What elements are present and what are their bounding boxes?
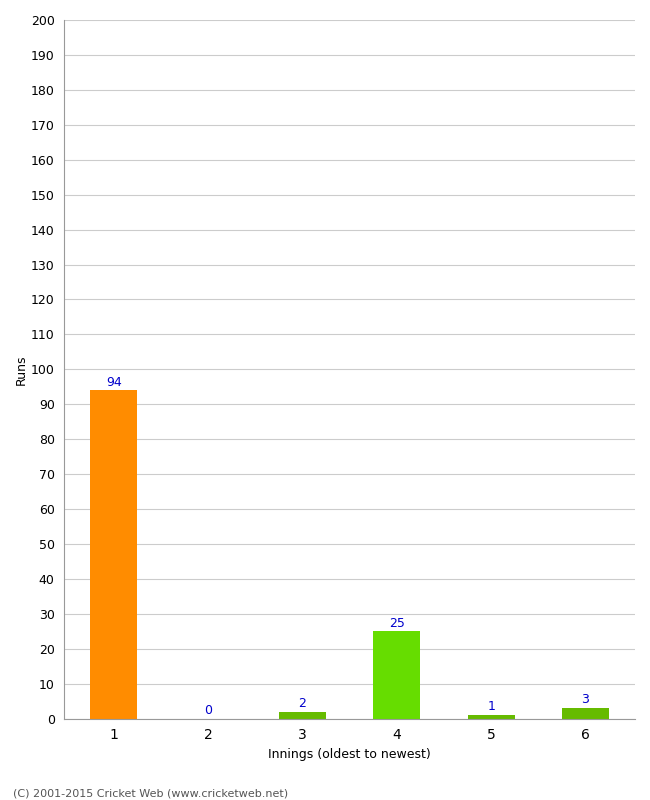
Bar: [90, 390, 137, 718]
Text: 0: 0: [204, 704, 212, 717]
Y-axis label: Runs: Runs: [15, 354, 28, 385]
Bar: [562, 708, 609, 718]
X-axis label: Innings (oldest to newest): Innings (oldest to newest): [268, 748, 431, 761]
Text: 2: 2: [298, 697, 306, 710]
Text: 25: 25: [389, 617, 405, 630]
Text: 94: 94: [106, 375, 122, 389]
Text: 3: 3: [582, 694, 590, 706]
Text: 1: 1: [488, 701, 495, 714]
Bar: [279, 712, 326, 718]
Bar: [373, 631, 421, 718]
Bar: [467, 715, 515, 718]
Text: (C) 2001-2015 Cricket Web (www.cricketweb.net): (C) 2001-2015 Cricket Web (www.cricketwe…: [13, 788, 288, 798]
